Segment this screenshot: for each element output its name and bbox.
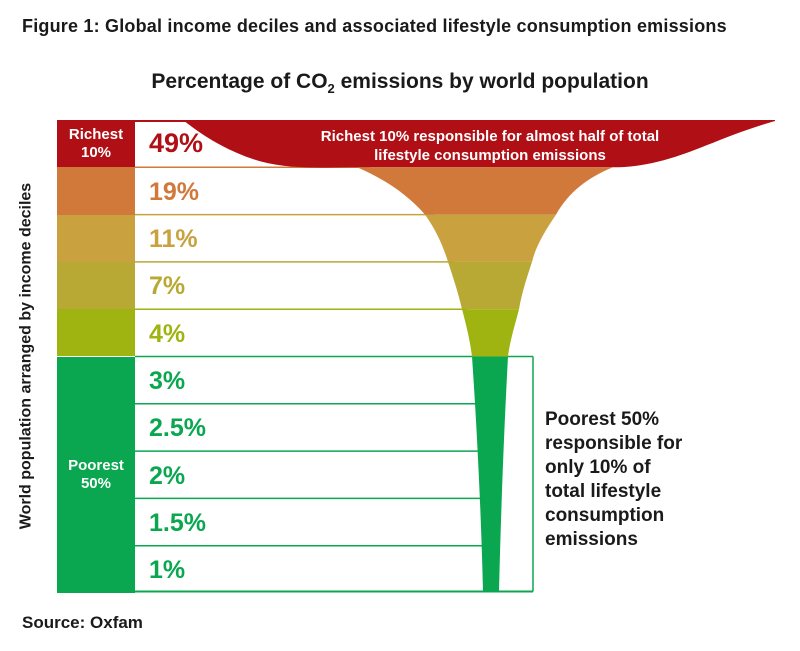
decile-band-poorest: Poorest 50% (57, 356, 135, 593)
value-label-2-5pct: 2.5% (149, 414, 206, 442)
value-label-19pct: 19% (149, 178, 200, 206)
decile-band-5 (57, 309, 135, 357)
value-label-7pct: 7% (149, 272, 186, 300)
value-label-3pct: 3% (149, 367, 186, 395)
decile-color-column: Richest 10% Poorest 50% (57, 120, 135, 593)
poorest-annotation: Poorest 50% responsible for only 10% of … (545, 409, 683, 550)
decile-band-4 (57, 261, 135, 310)
decile-band-3 (57, 214, 135, 262)
chart-title: Percentage of CO2 emissions by world pop… (0, 70, 800, 96)
funnel-band-19pct (357, 167, 613, 215)
decile-band-2 (57, 167, 135, 215)
source-credit: Source: Oxfam (22, 613, 143, 632)
value-label-1-5pct: 1.5% (149, 509, 206, 537)
funnel-band-4pct (462, 309, 519, 357)
chart-title-post: emissions by world population (334, 70, 649, 93)
chart-plot-area: Richest 10% Poorest 50% (57, 120, 775, 593)
funnel-band-richest-49pct (183, 120, 775, 168)
decile-band-richest: Richest 10% (57, 120, 135, 168)
value-label-2pct: 2% (149, 462, 186, 490)
poorest-50-label: Poorest 50% (68, 456, 124, 492)
y-axis-label: World population arranged by income deci… (17, 182, 35, 530)
emissions-funnel-area: 49% 19% 11% 7% 4% 3% 2.5% 2% 1.5% 1% Ric… (135, 120, 775, 593)
richest-annotation: Richest 10% responsible for almost half … (320, 128, 660, 164)
figure-caption: Figure 1: Global income deciles and asso… (22, 16, 727, 36)
chart-title-subscript: 2 (327, 81, 335, 97)
funnel-band-11pct (425, 214, 556, 262)
chart-title-pre: Percentage of CO (151, 70, 328, 93)
funnel-chart-svg (135, 120, 775, 593)
value-label-49pct: 49% (149, 128, 204, 158)
value-label-1pct: 1% (149, 556, 186, 584)
value-label-11pct: 11% (149, 225, 198, 253)
funnel-band-7pct (448, 261, 532, 310)
funnel-stem-poorest (472, 356, 508, 592)
value-label-4pct: 4% (149, 320, 186, 348)
richest-10-label: Richest 10% (68, 125, 124, 161)
